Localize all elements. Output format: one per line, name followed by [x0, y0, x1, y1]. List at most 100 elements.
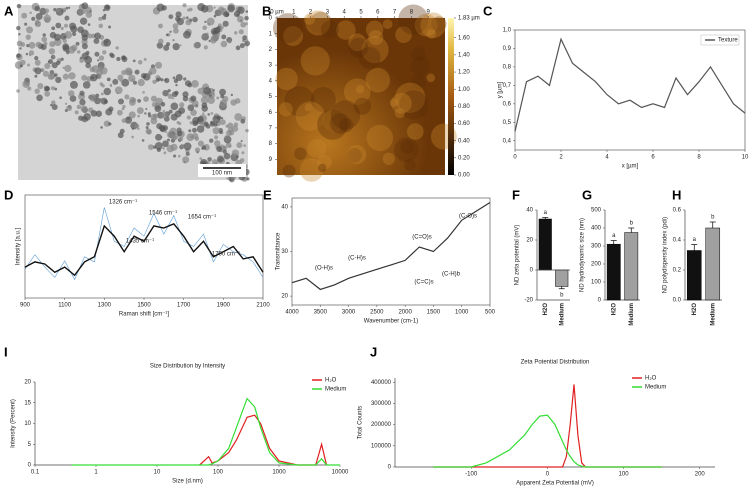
particle — [203, 45, 208, 50]
x-tick-label: Medium — [629, 303, 635, 326]
particle — [151, 102, 157, 108]
x-axis-label: Raman shift [cm⁻¹] — [119, 312, 170, 318]
x-tick-label: 1500 — [137, 303, 151, 309]
particle — [221, 34, 227, 40]
y-tick-label: 0,6 — [503, 101, 512, 107]
particle — [81, 74, 88, 81]
annotation: 1546 cm⁻¹ — [149, 211, 177, 217]
x-tick-label: 1500 — [427, 310, 441, 316]
y-tick-label: 2 — [269, 47, 273, 53]
y-tick-label: 0 — [530, 268, 534, 274]
particle — [101, 15, 107, 20]
afm-feature — [406, 123, 424, 140]
particle — [200, 96, 209, 105]
particle — [91, 65, 100, 73]
y-tick-label: 500 — [591, 208, 602, 214]
particle — [47, 60, 50, 63]
particle — [189, 121, 193, 125]
particle — [246, 177, 250, 181]
annotation: 1435 cm⁻¹ — [126, 239, 154, 245]
particle — [110, 53, 115, 59]
y-tick-label: 0 — [269, 16, 273, 22]
particle — [34, 67, 42, 75]
particle — [152, 113, 159, 119]
particle — [80, 29, 89, 38]
particle — [34, 74, 38, 78]
afm-feature — [330, 100, 361, 130]
particle — [204, 20, 207, 23]
particle — [106, 77, 111, 82]
particle — [188, 129, 192, 133]
y-tick-label: 4 — [269, 78, 273, 84]
x-tick-label: 1100 — [58, 303, 72, 309]
particle — [193, 42, 200, 49]
x-tick-label: 4 — [605, 155, 609, 161]
particle — [64, 23, 69, 28]
particle — [190, 95, 197, 102]
particle — [146, 129, 152, 135]
y-axis-label: Total Counts — [358, 406, 364, 439]
particle — [21, 12, 28, 19]
particle — [225, 124, 229, 128]
colorbar-tick-label: 0.20 — [458, 155, 470, 161]
x-tick-label: 10 — [742, 155, 749, 161]
particle — [48, 48, 56, 55]
panel-letter: I — [4, 344, 8, 359]
panel-letter: A — [4, 3, 14, 18]
afm-feature — [278, 102, 293, 117]
particle — [94, 32, 101, 40]
particle — [143, 96, 149, 102]
afm-feature — [300, 46, 330, 76]
x-tick-label: 9 — [427, 10, 431, 16]
annotation: (O-H)s — [315, 266, 333, 272]
particle — [213, 6, 216, 9]
particle — [245, 128, 249, 133]
x-tick-label: 100 — [213, 470, 224, 476]
particle — [64, 31, 73, 39]
particle — [131, 135, 134, 139]
particle — [173, 27, 179, 34]
particle — [206, 32, 209, 36]
particle — [137, 78, 145, 87]
particle — [194, 104, 199, 108]
particle — [197, 87, 205, 95]
particle — [134, 123, 140, 129]
legend-label: Medium — [645, 385, 666, 391]
afm-feature — [358, 47, 381, 70]
particle — [161, 112, 168, 119]
particle — [121, 78, 130, 87]
afm-feature — [322, 109, 346, 133]
x-tick-label: 2 — [309, 10, 313, 16]
particle — [68, 46, 76, 54]
particle — [236, 142, 243, 149]
afm-feature — [339, 118, 354, 133]
y-tick-label: 9 — [269, 157, 273, 163]
particle — [163, 44, 170, 51]
particle — [98, 23, 104, 29]
particle — [18, 33, 21, 36]
particle — [213, 14, 217, 18]
afm-feature — [382, 19, 393, 30]
x-tick-label: 4 — [343, 10, 347, 16]
afm-feature — [382, 152, 395, 165]
particle — [209, 138, 214, 143]
particle — [185, 16, 189, 20]
afm-feature — [426, 29, 437, 39]
particle — [103, 87, 112, 96]
annotation: (C=O)s — [412, 235, 432, 241]
particle — [216, 146, 223, 152]
x-tick-label: 10 — [154, 470, 161, 476]
y-tick-label: 0,8 — [503, 65, 512, 71]
particle — [148, 114, 151, 118]
particle — [199, 157, 203, 160]
particle — [201, 145, 207, 150]
particle — [234, 113, 243, 121]
series-line — [514, 37, 746, 132]
particle — [56, 60, 61, 66]
particle — [40, 68, 45, 72]
y-tick-label: 400000 — [371, 380, 392, 386]
particle — [143, 57, 147, 61]
particle — [131, 127, 134, 130]
particle — [175, 11, 182, 18]
particle — [62, 9, 66, 13]
